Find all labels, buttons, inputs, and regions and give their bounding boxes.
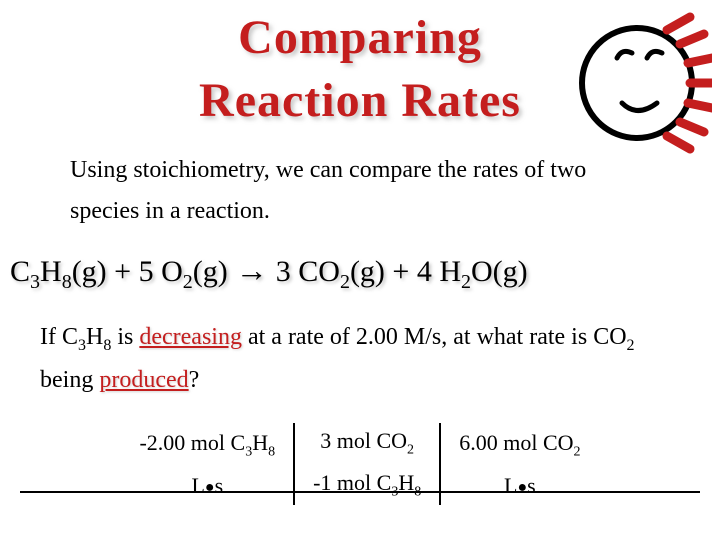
logo-icon (562, 8, 712, 158)
fraction-3: 6.00 mol CO2 L●s (441, 430, 598, 498)
question-text: If C3H8 is decreasing at a rate of 2.00 … (40, 316, 680, 402)
fraction-2: 3 mol CO2 -1 mol C3H8 (295, 428, 439, 501)
intro-text: Using stoichiometry, we can compare the … (70, 150, 650, 232)
calculation-row: -2.00 mol C3H8 L●s 3 mol CO2 -1 mol C3H8… (0, 423, 720, 505)
chemical-equation: C3H8(g) + 5 O2(g) → 3 CO2(g) + 4 H2O(g) (10, 252, 720, 294)
fraction-bar (20, 491, 700, 493)
emphasis-produced: produced (99, 367, 188, 393)
fraction-1: -2.00 mol C3H8 L●s (121, 430, 293, 498)
emphasis-decreasing: decreasing (139, 324, 242, 350)
